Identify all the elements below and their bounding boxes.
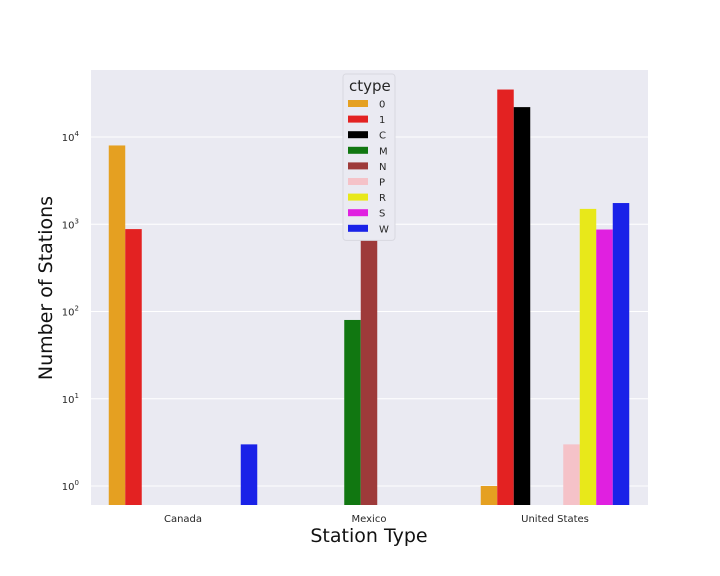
legend-swatch-W	[348, 224, 368, 232]
bar-W-canada	[240, 444, 258, 505]
legend-swatch-P	[348, 178, 368, 185]
y-tick-label: 102	[62, 305, 79, 319]
y-tick-exponent: 3	[75, 217, 79, 225]
legend-swatch-M	[348, 146, 368, 154]
x-tick-labels: Canada Mexico United States	[164, 514, 589, 525]
y-tick-base: 10	[62, 133, 75, 144]
bar-P-united-states	[563, 444, 580, 505]
y-tick-exponent: 2	[75, 305, 79, 313]
legend-label-N: N	[379, 162, 386, 173]
y-tick-base: 10	[62, 220, 75, 231]
legend-swatch-N	[348, 162, 368, 170]
y-tick-label: 100	[62, 479, 79, 493]
bar-1-united-states	[497, 89, 514, 505]
bar-1-canada	[125, 229, 142, 505]
y-tick-exponent: 4	[75, 130, 80, 138]
y-tick-label: 103	[62, 217, 79, 231]
bar-0-united-states	[480, 486, 498, 505]
bars	[108, 89, 630, 506]
legend-label-R: R	[379, 193, 386, 204]
bar-M-mexico	[344, 319, 361, 505]
bar-W-united-states	[612, 203, 630, 506]
x-tick-label: Canada	[164, 514, 202, 525]
bar-C-united-states	[513, 107, 531, 506]
bar-S-united-states	[596, 229, 613, 505]
bar-0-canada	[108, 145, 126, 505]
bar-N-mexico	[360, 161, 378, 505]
y-tick-label: 101	[62, 392, 79, 406]
legend-label-M: M	[379, 146, 388, 157]
legend-label-S: S	[379, 209, 385, 220]
y-tick-label: 104	[62, 130, 80, 144]
y-tick-base: 10	[62, 482, 75, 493]
x-tick-label: Mexico	[352, 514, 387, 525]
legend-label-0: 0	[379, 100, 385, 111]
legend-swatch-1	[348, 115, 368, 123]
legend-title: ctype	[349, 77, 391, 95]
y-axis-label: Number of Stations	[35, 196, 57, 380]
legend-swatch-S	[348, 209, 368, 217]
legend-swatch-0	[348, 100, 368, 107]
y-tick-base: 10	[62, 395, 75, 406]
x-tick-label: United States	[521, 514, 589, 525]
y-tick-exponent: 0	[75, 479, 79, 487]
legend-label-C: C	[379, 131, 386, 142]
y-tick-exponent: 1	[75, 392, 79, 400]
legend-label-P: P	[379, 178, 385, 189]
legend-label-W: W	[379, 224, 389, 235]
legend-swatch-C	[348, 131, 368, 139]
x-axis-label: Station Type	[310, 525, 427, 547]
bar-R-united-states	[579, 208, 597, 505]
y-tick-base: 10	[62, 308, 75, 319]
legend-label-1: 1	[379, 115, 385, 126]
legend-swatch-R	[348, 193, 368, 201]
